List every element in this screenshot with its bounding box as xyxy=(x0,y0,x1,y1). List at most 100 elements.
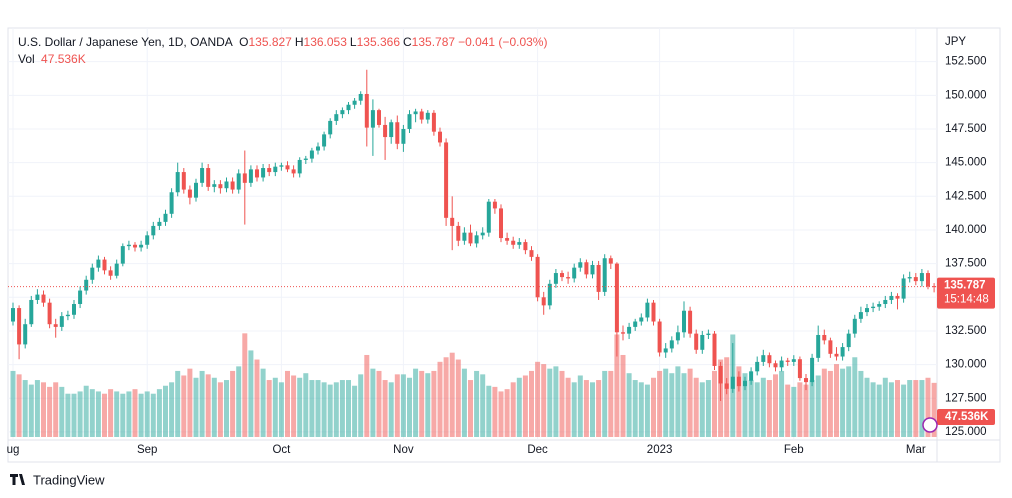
candle-body xyxy=(608,258,613,264)
volume-bar xyxy=(47,386,53,437)
candle-body xyxy=(907,277,912,279)
candle-body xyxy=(425,112,430,120)
volume-bar xyxy=(785,384,791,437)
volume-bar xyxy=(614,334,620,437)
volume-bar xyxy=(144,391,150,437)
candle-body xyxy=(120,246,125,264)
ohlc-item: H136.053 xyxy=(295,35,347,49)
volume-bar xyxy=(193,377,199,437)
candle-body xyxy=(492,201,497,209)
volume-bar xyxy=(840,368,846,437)
candle-body xyxy=(822,334,827,341)
volume-bar xyxy=(77,391,83,437)
candle-body xyxy=(157,221,162,226)
candle-body xyxy=(462,232,467,241)
volume-bar xyxy=(266,380,272,437)
volume-bar xyxy=(10,370,16,437)
volume-bar xyxy=(620,354,626,437)
volume-bar xyxy=(681,373,687,437)
candle-body xyxy=(797,359,802,379)
volume-bar xyxy=(443,357,449,437)
candle-body xyxy=(712,333,717,366)
candle-body xyxy=(883,299,888,305)
candle-body xyxy=(877,304,882,307)
volume-bar xyxy=(577,375,583,437)
candle-body xyxy=(749,371,754,381)
volume-bar xyxy=(346,380,351,437)
candle-body xyxy=(401,128,406,144)
volume-bar xyxy=(236,366,242,437)
candle-body xyxy=(596,264,601,292)
candle-body xyxy=(669,340,674,349)
volume-bar xyxy=(492,386,498,437)
volume-bar xyxy=(931,382,937,437)
candle-body xyxy=(657,321,662,353)
candle-body xyxy=(804,378,808,383)
candle-body xyxy=(791,359,796,362)
volume-bar xyxy=(71,393,77,437)
goto-realtime-icon xyxy=(922,417,938,433)
candle-body xyxy=(627,326,632,334)
candle-body xyxy=(419,111,424,120)
x-tick-label: ug xyxy=(7,444,20,456)
volume-bar xyxy=(742,373,748,437)
volume-bar xyxy=(16,374,22,437)
candle-body xyxy=(84,279,89,291)
volume-bar xyxy=(437,361,443,437)
candle-body xyxy=(535,256,540,298)
volume-bar xyxy=(864,377,870,437)
volume-bar xyxy=(468,380,473,437)
candle-body xyxy=(682,310,686,333)
volume-bar xyxy=(278,382,284,437)
candle-body xyxy=(474,235,479,244)
volume-bars xyxy=(10,333,937,437)
candle-body xyxy=(340,110,345,115)
volume-bar xyxy=(529,370,534,437)
candle-body xyxy=(65,314,70,317)
volume-bar xyxy=(339,380,345,437)
candle-body xyxy=(316,146,320,151)
volume-bar xyxy=(400,374,406,437)
ohlc-value: 135.787 xyxy=(411,35,456,49)
volume-bar xyxy=(248,350,254,437)
volume-bar xyxy=(644,384,650,437)
volume-bar xyxy=(53,382,59,437)
candle-body xyxy=(828,340,833,354)
volume-bar xyxy=(425,373,431,437)
candle-body xyxy=(444,142,449,218)
volume-bar xyxy=(919,380,925,437)
ohlc-label: H xyxy=(294,35,304,49)
volume-bar xyxy=(474,370,480,437)
candles xyxy=(11,69,937,401)
volume-bar xyxy=(766,380,772,437)
x-tick-label: Mar xyxy=(906,444,926,456)
candle-body xyxy=(352,100,357,105)
volume-bar xyxy=(876,384,882,437)
candle-body xyxy=(78,290,83,305)
volume-bar xyxy=(547,368,553,437)
candle-body xyxy=(194,182,198,198)
candle-body xyxy=(273,166,278,173)
ohlc-item: L135.366 xyxy=(350,35,400,49)
candle-body xyxy=(267,168,272,173)
volume-bar xyxy=(821,368,827,437)
volume-bar xyxy=(114,391,120,437)
candle-body xyxy=(163,213,168,222)
volume-bar xyxy=(815,375,821,437)
volume-bar xyxy=(315,380,321,437)
x-tick-label: Nov xyxy=(393,444,414,456)
volume-bar xyxy=(370,368,376,437)
volume-bar xyxy=(95,391,101,437)
volume-bar xyxy=(846,366,852,437)
volume-bar xyxy=(108,389,114,437)
candle-body xyxy=(218,184,223,189)
candle-body xyxy=(517,242,522,245)
volume-bar xyxy=(382,380,388,437)
candle-body xyxy=(90,267,95,280)
volume-bar xyxy=(559,370,565,437)
y-tick-label: 137.500 xyxy=(945,258,987,270)
candle-body xyxy=(621,332,625,334)
volume-bar xyxy=(834,364,839,437)
volume-bar xyxy=(150,393,156,437)
candle-body xyxy=(206,168,211,187)
